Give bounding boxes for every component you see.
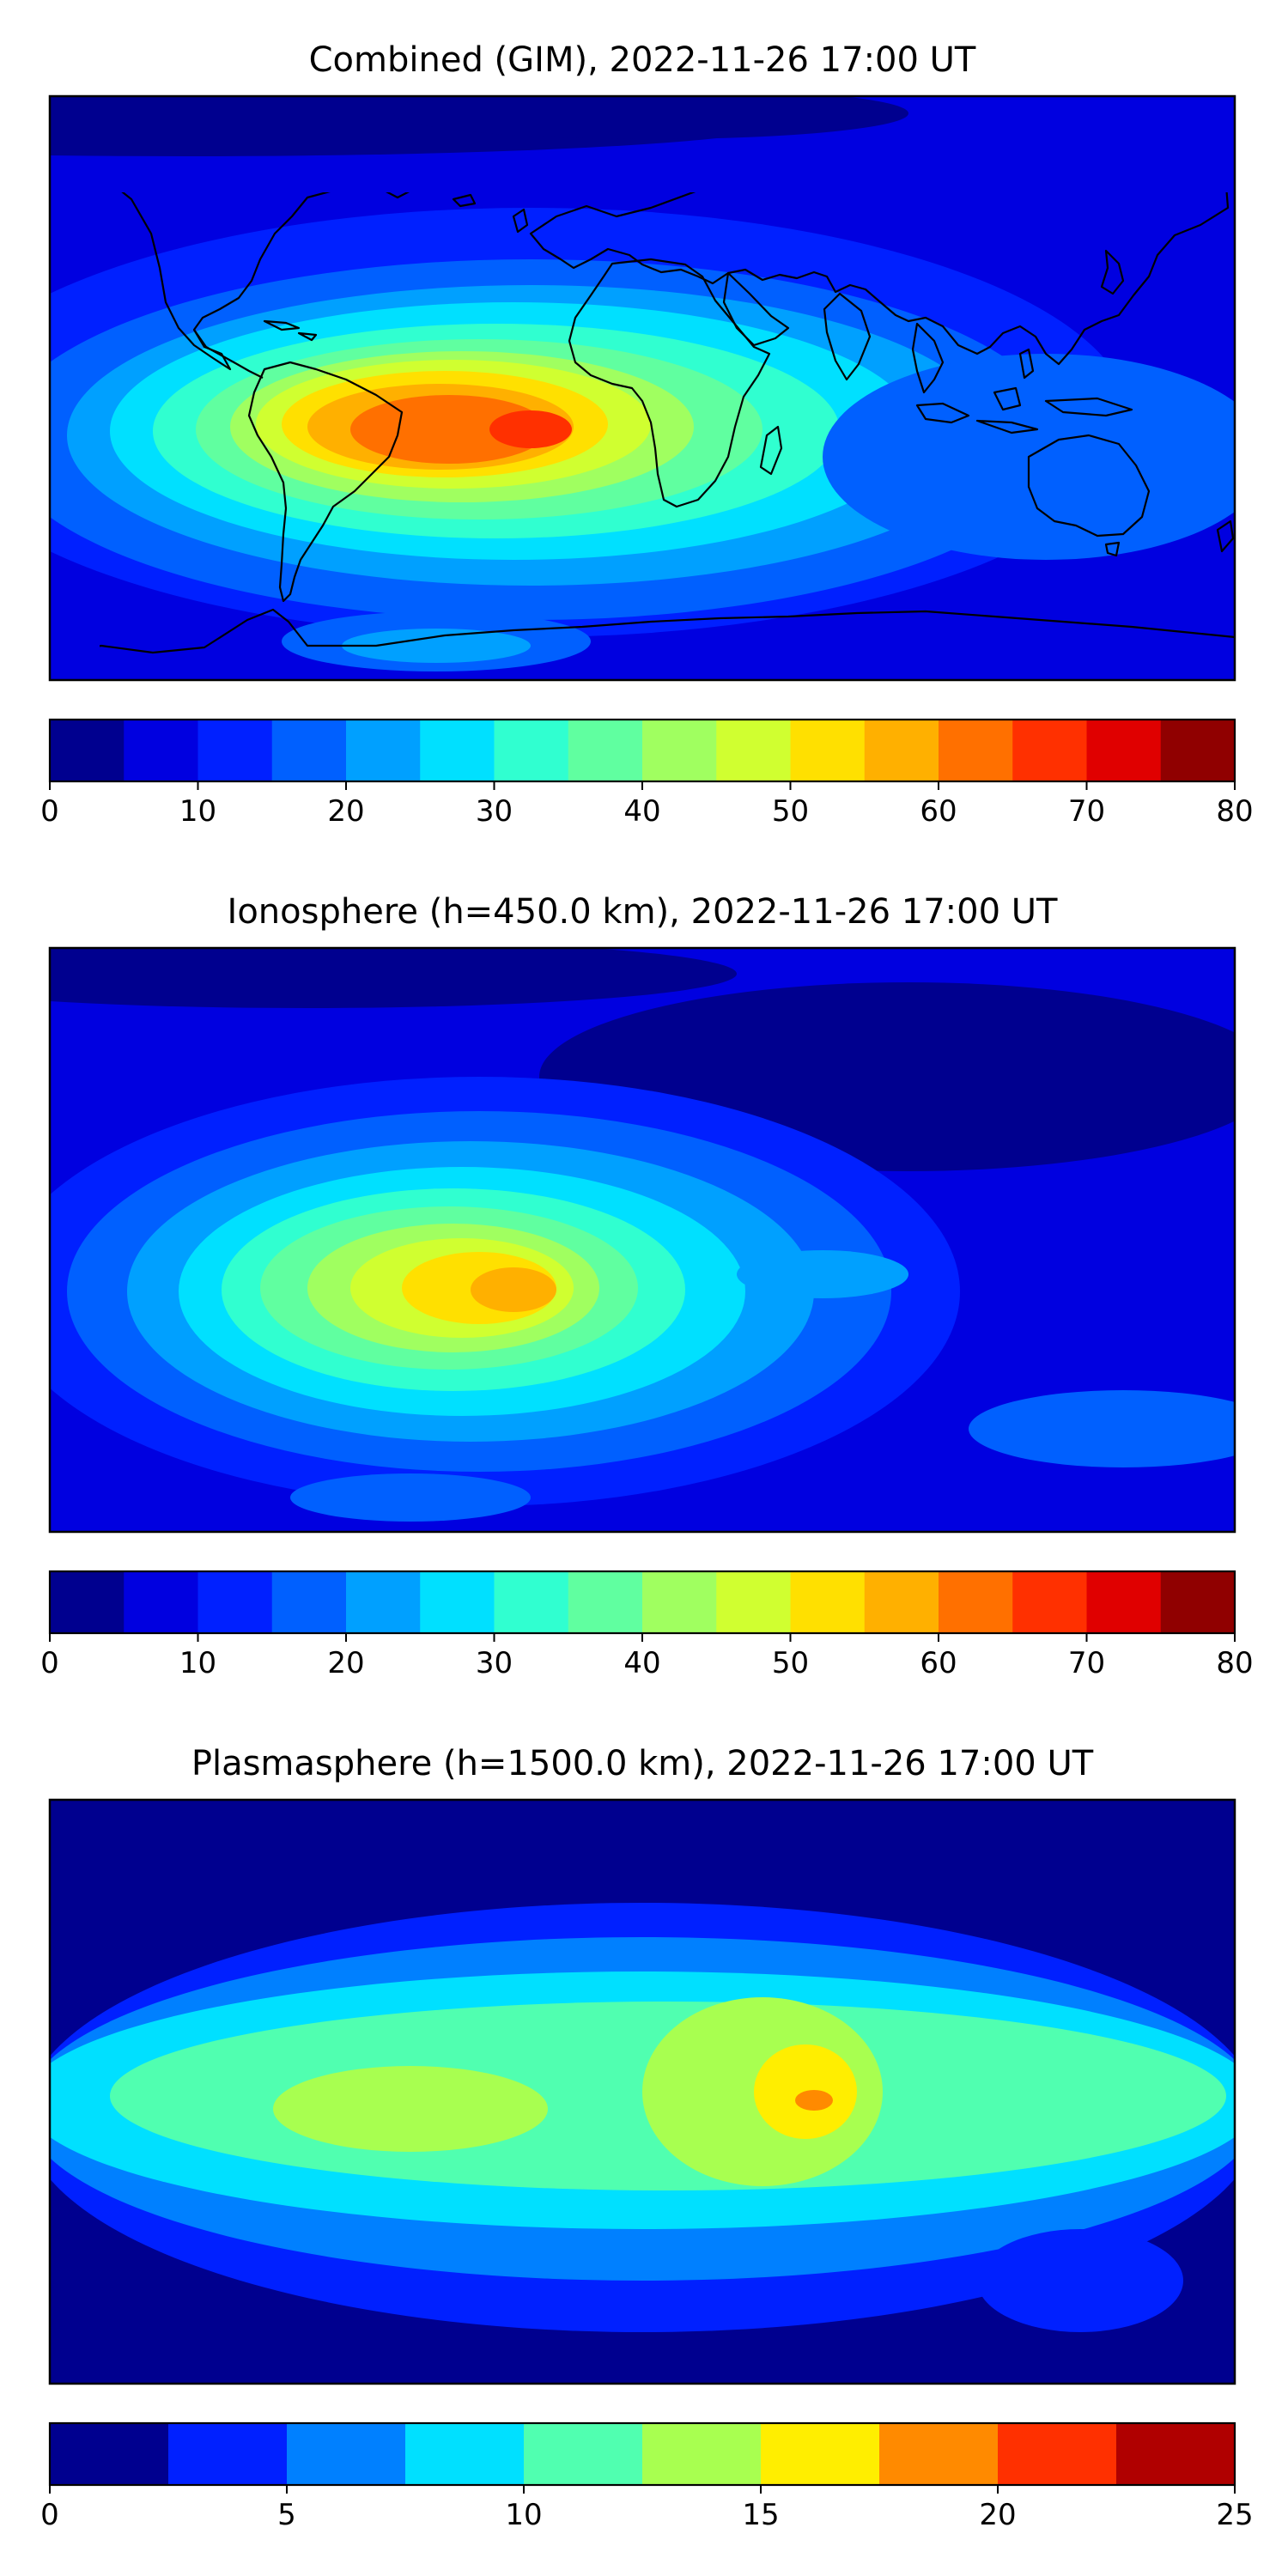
colorbar-tick-label-plasmasphere: 25 xyxy=(1216,2498,1253,2532)
colorbar-band-ionosphere xyxy=(864,1571,939,1633)
colorbar-band-plasmasphere xyxy=(761,2423,880,2485)
colorbar-band-combined xyxy=(346,720,421,781)
colorbar-tick-label-plasmasphere: 0 xyxy=(40,2498,59,2532)
colorbar-band-plasmasphere xyxy=(879,2423,999,2485)
colorbar-band-ionosphere xyxy=(271,1571,347,1633)
colorbar-tick-label-combined: 30 xyxy=(476,794,513,829)
colorbar-band-ionosphere xyxy=(1160,1571,1236,1633)
colorbar-combined: 0 10 20 30 40 50 60 70 80 xyxy=(40,718,1254,829)
colorbar-tick-label-ionosphere: 10 xyxy=(179,1646,216,1680)
colorbar-band-combined xyxy=(271,720,347,781)
contour-band xyxy=(737,1250,908,1298)
contour-band xyxy=(969,1390,1235,1467)
colorbar-tick-label-ionosphere: 60 xyxy=(920,1646,957,1680)
colorbar-ionosphere: 0 10 20 30 40 50 60 70 80 xyxy=(40,1570,1254,1680)
map-frame-plasmasphere xyxy=(48,1798,1236,2385)
colorbar-tick-label-combined: 80 xyxy=(1216,794,1253,829)
colorbar-tick-label-plasmasphere: 20 xyxy=(979,2498,1016,2532)
map-panel-plasmasphere xyxy=(48,1798,1236,2385)
colorbar-band-plasmasphere xyxy=(642,2423,762,2485)
colorbar-tick-label-ionosphere: 50 xyxy=(772,1646,809,1680)
colorbar-band-ionosphere xyxy=(197,1571,273,1633)
colorbar-band-plasmasphere xyxy=(998,2423,1117,2485)
colorbar-band-combined xyxy=(642,720,717,781)
colorbar-band-ionosphere xyxy=(568,1571,643,1633)
colorbar-band-ionosphere xyxy=(939,1571,1013,1633)
colorbar-band-combined xyxy=(1086,720,1162,781)
map-title-ionosphere: Ionosphere (h=450.0 km), 2022-11-26 17:0… xyxy=(228,892,1058,932)
colorbar-band-plasmasphere xyxy=(524,2423,643,2485)
colorbar-band-plasmasphere xyxy=(287,2423,406,2485)
contour-band xyxy=(977,2229,1183,2332)
map-title-combined: Combined (GIM), 2022-11-26 17:00 UT xyxy=(309,40,976,80)
colorbar-band-ionosphere xyxy=(346,1571,421,1633)
colorbar-band-ionosphere xyxy=(494,1571,569,1633)
colorbar-band-ionosphere xyxy=(790,1571,866,1633)
colorbar-band-ionosphere xyxy=(420,1571,495,1633)
colorbar-band-combined xyxy=(716,720,791,781)
contour-band xyxy=(342,629,531,663)
colorbar-tick-label-plasmasphere: 5 xyxy=(277,2498,296,2532)
contour-band xyxy=(290,1473,531,1522)
colorbar-band-combined xyxy=(197,720,273,781)
colorbar-tick-label-combined: 40 xyxy=(623,794,660,829)
colorbar-band-ionosphere xyxy=(50,1571,125,1633)
colorbar-tick-label-ionosphere: 20 xyxy=(327,1646,364,1680)
colorbar-tick-label-ionosphere: 30 xyxy=(476,1646,513,1680)
contour-band xyxy=(823,354,1235,560)
map-frame-ionosphere xyxy=(48,946,1236,1534)
colorbar-tick-label-combined: 0 xyxy=(40,794,59,829)
colorbar-band-combined xyxy=(790,720,866,781)
colorbar-tick-label-ionosphere: 40 xyxy=(623,1646,660,1680)
colorbar-band-combined xyxy=(1160,720,1236,781)
colorbar-band-ionosphere xyxy=(642,1571,717,1633)
tec-field-plasmasphere xyxy=(50,1800,1235,2384)
colorbar-band-ionosphere xyxy=(716,1571,791,1633)
colorbar-tick-label-plasmasphere: 10 xyxy=(505,2498,542,2532)
colorbar-band-ionosphere xyxy=(1086,1571,1162,1633)
colorbar-band-combined xyxy=(494,720,569,781)
colorbar-tick-label-combined: 70 xyxy=(1068,794,1105,829)
contour-band xyxy=(350,395,548,464)
colorbar-band-ionosphere xyxy=(124,1571,198,1633)
colorbar-tick-label-ionosphere: 70 xyxy=(1068,1646,1105,1680)
colorbar-band-combined xyxy=(124,720,198,781)
colorbar-band-plasmasphere xyxy=(1116,2423,1236,2485)
colorbar-plasmasphere: 0 5 10 15 20 25 xyxy=(40,2421,1254,2532)
colorbar-tick-label-combined: 10 xyxy=(179,794,216,829)
colorbar-band-combined xyxy=(1012,720,1087,781)
colorbar-tick-label-combined: 50 xyxy=(772,794,809,829)
colorbar-band-plasmasphere xyxy=(405,2423,525,2485)
colorbar-band-combined xyxy=(939,720,1013,781)
colorbar-tick-label-plasmasphere: 15 xyxy=(742,2498,779,2532)
tec-field-combined xyxy=(50,96,1235,680)
map-panel-ionosphere xyxy=(48,946,1236,1534)
colorbar-tick-label-combined: 60 xyxy=(920,794,957,829)
contour-band xyxy=(393,96,908,139)
contour-band xyxy=(471,1267,556,1312)
map-panel-combined xyxy=(48,94,1236,682)
tec-field-ionosphere xyxy=(50,948,1235,1532)
colorbar-band-combined xyxy=(864,720,939,781)
colorbar-tick-label-combined: 20 xyxy=(327,794,364,829)
colorbar-band-combined xyxy=(50,720,125,781)
colorbar-band-plasmasphere xyxy=(168,2423,288,2485)
map-frame-combined xyxy=(48,94,1236,682)
colorbar-tick-label-ionosphere: 80 xyxy=(1216,1646,1253,1680)
colorbar-tick-label-ionosphere: 0 xyxy=(40,1646,59,1680)
colorbar-band-combined xyxy=(568,720,643,781)
colorbar-band-ionosphere xyxy=(1012,1571,1087,1633)
contour-band xyxy=(273,2066,548,2152)
colorbar-band-plasmasphere xyxy=(50,2423,169,2485)
contour-band xyxy=(795,2090,833,2111)
contour-band xyxy=(50,948,737,1008)
colorbar-band-combined xyxy=(420,720,495,781)
map-title-plasmasphere: Plasmasphere (h=1500.0 km), 2022-11-26 1… xyxy=(191,1744,1094,1783)
contour-band xyxy=(489,410,572,448)
